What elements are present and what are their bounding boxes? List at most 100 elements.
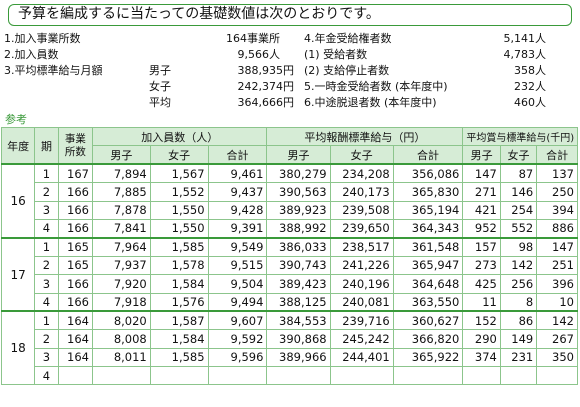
info-value: 358人	[514, 64, 546, 77]
table-cell: 241,226	[329, 255, 394, 276]
table-cell: 9,515	[207, 255, 268, 276]
table-row: 17 1 165 7,964 1,585 9,549 386,033 238,517 361,5…	[0, 236, 578, 312]
table-cell: 8,020	[91, 310, 151, 331]
salary-sub-label: 平均	[149, 96, 171, 109]
table-cell: 374	[462, 347, 501, 368]
table-cell: 1,552	[149, 182, 209, 202]
period-cell: 3	[34, 347, 59, 368]
table-cell: 87	[499, 163, 538, 184]
header-male: 男子	[462, 145, 501, 165]
table-cell: 8,011	[91, 347, 151, 368]
statistics-table: 年度 期 事業所数 加入員数（人） 平均報酬標準給与（円） 平均賞与標準給与(千…	[0, 126, 578, 386]
info-value: 4,783人	[503, 48, 547, 61]
period-cell: 3	[34, 200, 59, 220]
info-row: 4.年金受給権者数 5,141人	[304, 31, 572, 47]
table-cell: 149	[499, 329, 538, 349]
table-row: 2 164 8,008 1,584 9,592 390,868 245,242 366,820…	[2, 329, 578, 349]
table-cell: 1,585	[149, 236, 209, 257]
table-cell: 164	[57, 310, 93, 331]
table-cell: 166	[57, 182, 93, 202]
table-cell: 7,878	[91, 200, 151, 220]
year-cell: 18	[0, 310, 36, 386]
period-cell: 4	[34, 292, 59, 312]
reference-label: 参考	[5, 113, 27, 126]
table-row: 4 166 7,841 1,550 9,391 388,992 239,650 364,343…	[2, 218, 578, 239]
table-row: 3 166 7,878 1,550 9,428 389,923 239,508 365,194…	[2, 200, 578, 220]
table-cell: 360,627	[392, 310, 464, 331]
table-cell: 240,173	[329, 182, 394, 202]
table-cell: 9,461	[207, 163, 268, 184]
table-cell: 9,549	[207, 236, 268, 257]
table-cell: 7,885	[91, 182, 151, 202]
table-cell: 388,992	[266, 218, 331, 239]
table-cell: 1,550	[149, 218, 209, 239]
period-cell: 1	[34, 310, 59, 331]
table-row: 18 1 164 8,020 1,587 9,607 384,553 239,716 360,6…	[0, 310, 578, 386]
table-cell: 165	[57, 236, 93, 257]
table-cell: 1,587	[149, 310, 209, 331]
table-cell: 290	[462, 329, 501, 349]
table-cell: 425	[462, 274, 501, 294]
header-male: 男子	[91, 145, 151, 165]
table-cell: 164	[57, 347, 93, 368]
table-cell: 8	[499, 292, 538, 312]
period-cell: 2	[34, 182, 59, 202]
header-total: 合計	[392, 145, 464, 165]
table-cell: 166	[57, 292, 93, 312]
header-female: 女子	[499, 145, 538, 165]
table-cell: 231	[499, 347, 538, 368]
table-cell: 166	[57, 218, 93, 239]
table-cell	[499, 366, 538, 386]
table-cell: 365,947	[392, 255, 464, 276]
table-cell: 239,508	[329, 200, 394, 220]
info-value: 232人	[514, 80, 546, 93]
table-row: 4 166 7,918 1,576 9,494 388,125 240,081 363,550…	[2, 292, 578, 312]
table-cell: 1,578	[149, 255, 209, 276]
table-cell: 167	[57, 163, 93, 184]
period-cell: 4	[34, 366, 59, 386]
salary-row: 女子 242,374円	[4, 79, 294, 95]
table-cell: 254	[499, 200, 538, 220]
salary-row: 平均 364,666円	[4, 95, 294, 111]
table-cell: 9,504	[207, 274, 268, 294]
table-row: 3 166 7,920 1,584 9,504 389,423 240,196 364,648…	[2, 274, 578, 294]
table-cell: 356,086	[392, 163, 464, 184]
table-cell: 1,585	[149, 347, 209, 368]
info-row: 1.加入事業所数 164事業所	[4, 31, 294, 47]
table-cell: 361,548	[392, 236, 464, 257]
table-cell: 396	[536, 274, 578, 294]
header-period: 期	[34, 127, 59, 165]
table-cell: 8,008	[91, 329, 151, 349]
salary-label: 3.平均標準給与月額	[4, 64, 103, 77]
table-row: 16 1 167 7,894 1,567 9,461 380,279 234,208 356,0…	[0, 163, 578, 239]
table-cell: 389,966	[266, 347, 331, 368]
info-row: 2.加入員数 9,566人	[4, 47, 294, 63]
table-cell: 251	[536, 255, 578, 276]
table-cell: 390,868	[266, 329, 331, 349]
table-cell: 240,081	[329, 292, 394, 312]
table-cell: 421	[462, 200, 501, 220]
table-cell: 7,894	[91, 163, 151, 184]
period-cell: 3	[34, 274, 59, 294]
table-cell	[207, 366, 268, 386]
table-cell: 394	[536, 200, 578, 220]
header-offices: 事業所数	[57, 127, 93, 165]
table-cell: 10	[536, 292, 578, 312]
table-cell: 7,920	[91, 274, 151, 294]
table-cell: 250	[536, 182, 578, 202]
table-cell	[149, 366, 209, 386]
info-label: (1) 受給者数	[304, 48, 368, 61]
table-cell	[329, 366, 394, 386]
header-male: 男子	[266, 145, 331, 165]
table-cell: 1,576	[149, 292, 209, 312]
header-year: 年度	[0, 127, 36, 165]
info-label: 6.中途脱退者数 (本年度中)	[304, 96, 437, 109]
info-row: 6.中途脱退者数 (本年度中) 460人	[304, 95, 572, 111]
table-cell: 256	[499, 274, 538, 294]
table-cell: 234,208	[329, 163, 394, 184]
period-cell: 2	[34, 255, 59, 276]
table-cell: 380,279	[266, 163, 331, 184]
table-cell: 364,343	[392, 218, 464, 239]
table-cell: 389,423	[266, 274, 331, 294]
table-cell: 1,550	[149, 200, 209, 220]
